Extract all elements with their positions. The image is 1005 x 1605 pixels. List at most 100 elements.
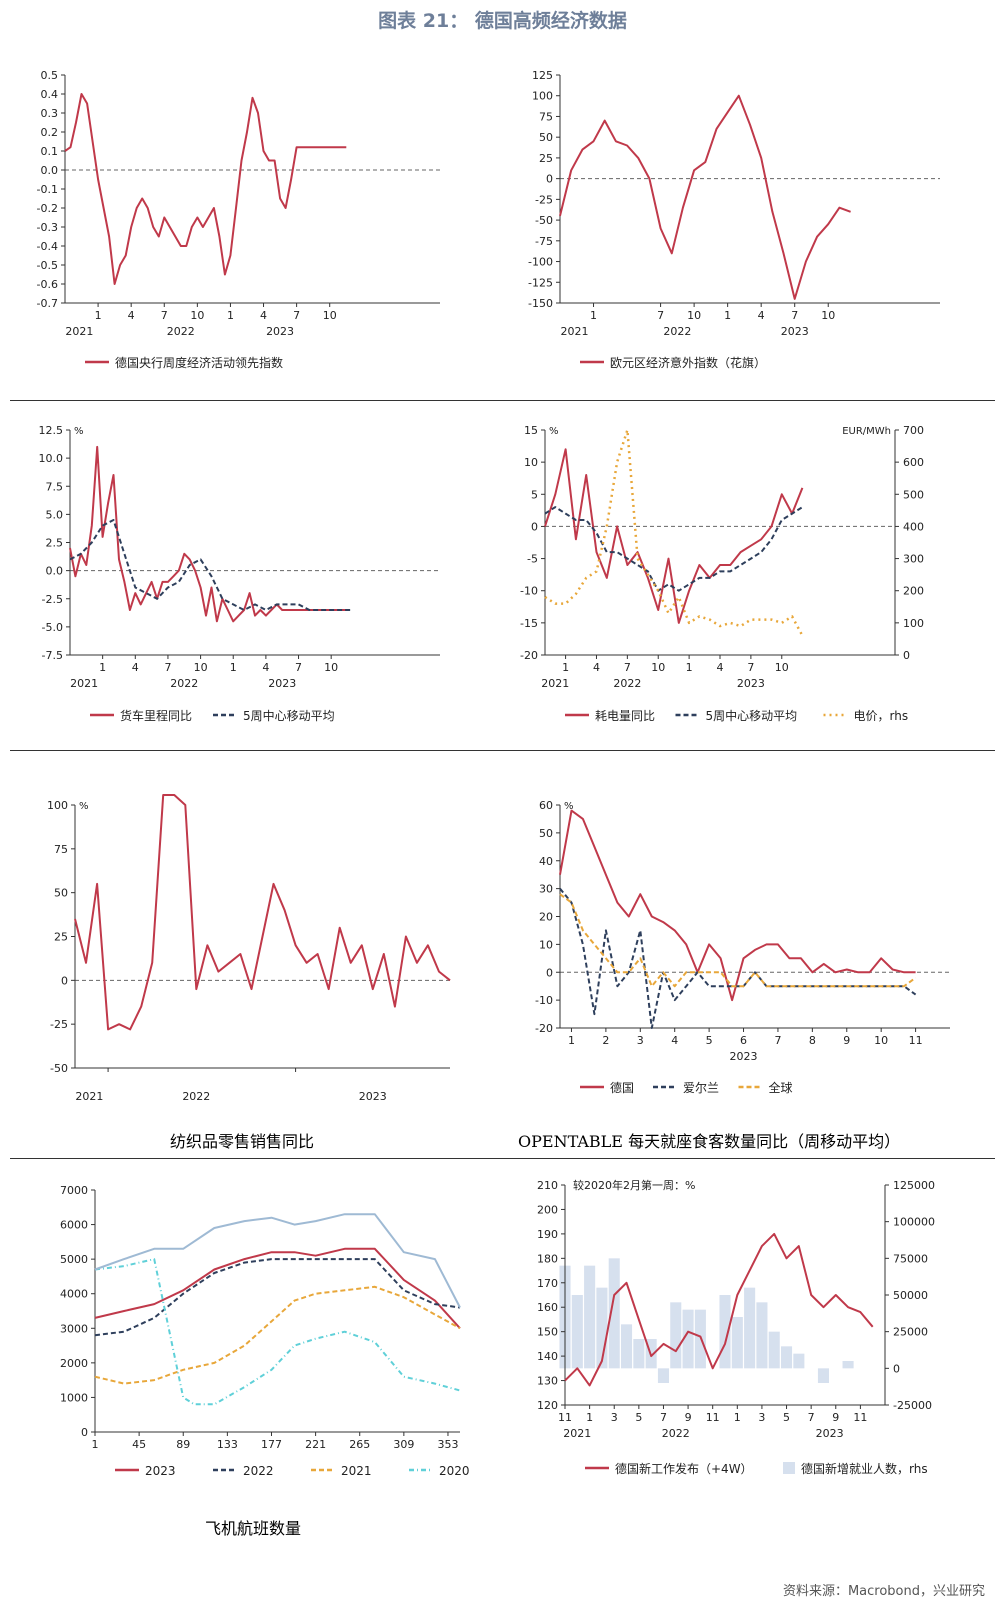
- x-tick-label: 45: [132, 1438, 146, 1451]
- x-tick-label: 1: [586, 1411, 593, 1424]
- x-tick-label: 10: [821, 309, 835, 322]
- unit-label: %: [79, 801, 89, 812]
- x-tick-label: 7: [774, 1034, 781, 1047]
- series-line: [94, 1247, 461, 1329]
- x-tick-label: 3: [611, 1411, 618, 1424]
- y-tick-label: -100: [528, 256, 553, 269]
- y-tick-label: 7.5: [46, 480, 64, 493]
- bar-mark: [596, 1287, 608, 1369]
- legend-label: 货车里程同比: [120, 708, 192, 723]
- y-tick-label: 10.0: [39, 452, 64, 465]
- x-tick-label: 133: [217, 1438, 238, 1451]
- separator-2: [10, 750, 995, 751]
- series-line: [64, 93, 347, 285]
- year-label: 2022: [167, 325, 195, 338]
- y-tick-label: 0: [546, 966, 553, 979]
- bar-mark: [621, 1324, 633, 1369]
- y-tick-label: 1000: [60, 1391, 88, 1404]
- y-tick-label: 0.5: [41, 69, 59, 82]
- y-tick-label: -10: [520, 585, 538, 598]
- legend-label: 爱尔兰: [683, 1080, 719, 1095]
- y-tick-label: 3000: [60, 1322, 88, 1335]
- x-tick-label: 1: [562, 661, 569, 674]
- x-tick-label: 10: [194, 661, 208, 674]
- y-tick-label: 0: [61, 974, 68, 987]
- x-tick-label: 4: [671, 1034, 678, 1047]
- y-tick-label: 0.4: [41, 88, 59, 101]
- x-tick-label: 3: [758, 1411, 765, 1424]
- year-label: 2022: [662, 1427, 690, 1440]
- y2-tick-label: 400: [903, 520, 924, 533]
- y-tick-label: 20: [539, 911, 553, 924]
- x-tick-label: 10: [323, 309, 337, 322]
- y-tick-label: 25: [539, 152, 553, 165]
- y-tick-label: 0: [531, 520, 538, 533]
- chart-surprise-index: 125 100 75 50 25 0 -25 -50 -75 -100 -125 -150 1 7 10 1 4…: [510, 55, 990, 390]
- x-tick-label: 7: [657, 309, 664, 322]
- x-tick-label: 4: [593, 661, 600, 674]
- x-tick-label: 4: [758, 309, 765, 322]
- x-tick-label: 4: [128, 309, 135, 322]
- year-label: 2021: [563, 1427, 591, 1440]
- legend-label: 2023: [145, 1464, 176, 1478]
- legend-label: 德国央行周度经济活动领先指数: [115, 355, 283, 370]
- bar-mark: [584, 1265, 596, 1369]
- x-tick-label: 309: [393, 1438, 414, 1451]
- year-label: 2021: [561, 325, 589, 338]
- year-label: 2023: [816, 1427, 844, 1440]
- x-tick-label: 7: [164, 661, 171, 674]
- x-tick-label: 4: [260, 309, 267, 322]
- y-tick-label: 4000: [60, 1288, 88, 1301]
- x-tick-label: 10: [324, 661, 338, 674]
- separator-3: [10, 1158, 995, 1159]
- year-label: 2022: [613, 677, 641, 690]
- x-tick-label: 11: [706, 1411, 720, 1424]
- y-tick-label: 25: [54, 931, 68, 944]
- x-tick-label: 10: [651, 661, 665, 674]
- series-line: [544, 506, 803, 592]
- y-tick-label: 130: [537, 1375, 558, 1388]
- y-tick-label: 0.2: [41, 126, 59, 139]
- x-tick-label: 1: [227, 309, 234, 322]
- y-tick-label: -25: [535, 193, 553, 206]
- year-label: 2022: [170, 677, 198, 690]
- series-line: [559, 809, 916, 1002]
- legend-label: 全球: [769, 1080, 793, 1095]
- y-tick-label: -7.5: [42, 649, 63, 662]
- legend-label: 德国: [610, 1080, 634, 1095]
- legend-label: 德国新增就业人数，rhs: [801, 1461, 928, 1476]
- y-tick-label: 150: [537, 1326, 558, 1339]
- series-line: [94, 1258, 461, 1406]
- legend-label: 2021: [341, 1464, 372, 1478]
- y-tick-label: 6000: [60, 1219, 88, 1232]
- y-tick-label: 140: [537, 1350, 558, 1363]
- x-tick-label: 9: [832, 1411, 839, 1424]
- y-tick-label: 100: [532, 90, 553, 103]
- bar-mark: [768, 1331, 780, 1369]
- legend-label: 2022: [243, 1464, 274, 1478]
- x-tick-label: 8: [809, 1034, 816, 1047]
- chart-opentable: 60 50 40 30 20 10 0 -10 -20% 1 2 3 4 5 6 7 8 9 10 11 2023 德国 爱…: [510, 790, 990, 1110]
- y2-tick-label: 100000: [893, 1216, 935, 1229]
- x-tick-label: 10: [190, 309, 204, 322]
- bar-mark: [571, 1295, 583, 1369]
- x-tick-label: 7: [293, 309, 300, 322]
- series-line: [564, 1232, 874, 1387]
- y2-tick-label: 200: [903, 585, 924, 598]
- x-tick-label: 221: [305, 1438, 326, 1451]
- series-line: [94, 1213, 461, 1308]
- y2-tick-label: 125000: [893, 1179, 935, 1192]
- y-tick-label: 2000: [60, 1357, 88, 1370]
- x-tick-label: 5: [635, 1411, 642, 1424]
- y2-tick-label: 50000: [893, 1289, 928, 1302]
- y2-tick-label: 500: [903, 488, 924, 501]
- chart-flights: 7000 6000 5000 4000 3000 2000 1000 0 1 45 89 133 177…: [20, 1170, 568, 1485]
- year-label: 2021: [70, 677, 98, 690]
- x-tick-label: 10: [687, 309, 701, 322]
- x-tick-label: 4: [132, 661, 139, 674]
- series-line: [559, 887, 917, 1029]
- caption-opentable: OPENTABLE 每天就座食客数量同比（周移动平均）: [518, 1132, 901, 1151]
- y-tick-label: 15: [524, 424, 538, 437]
- y-tick-label: 170: [537, 1277, 558, 1290]
- bar-mark: [682, 1309, 694, 1369]
